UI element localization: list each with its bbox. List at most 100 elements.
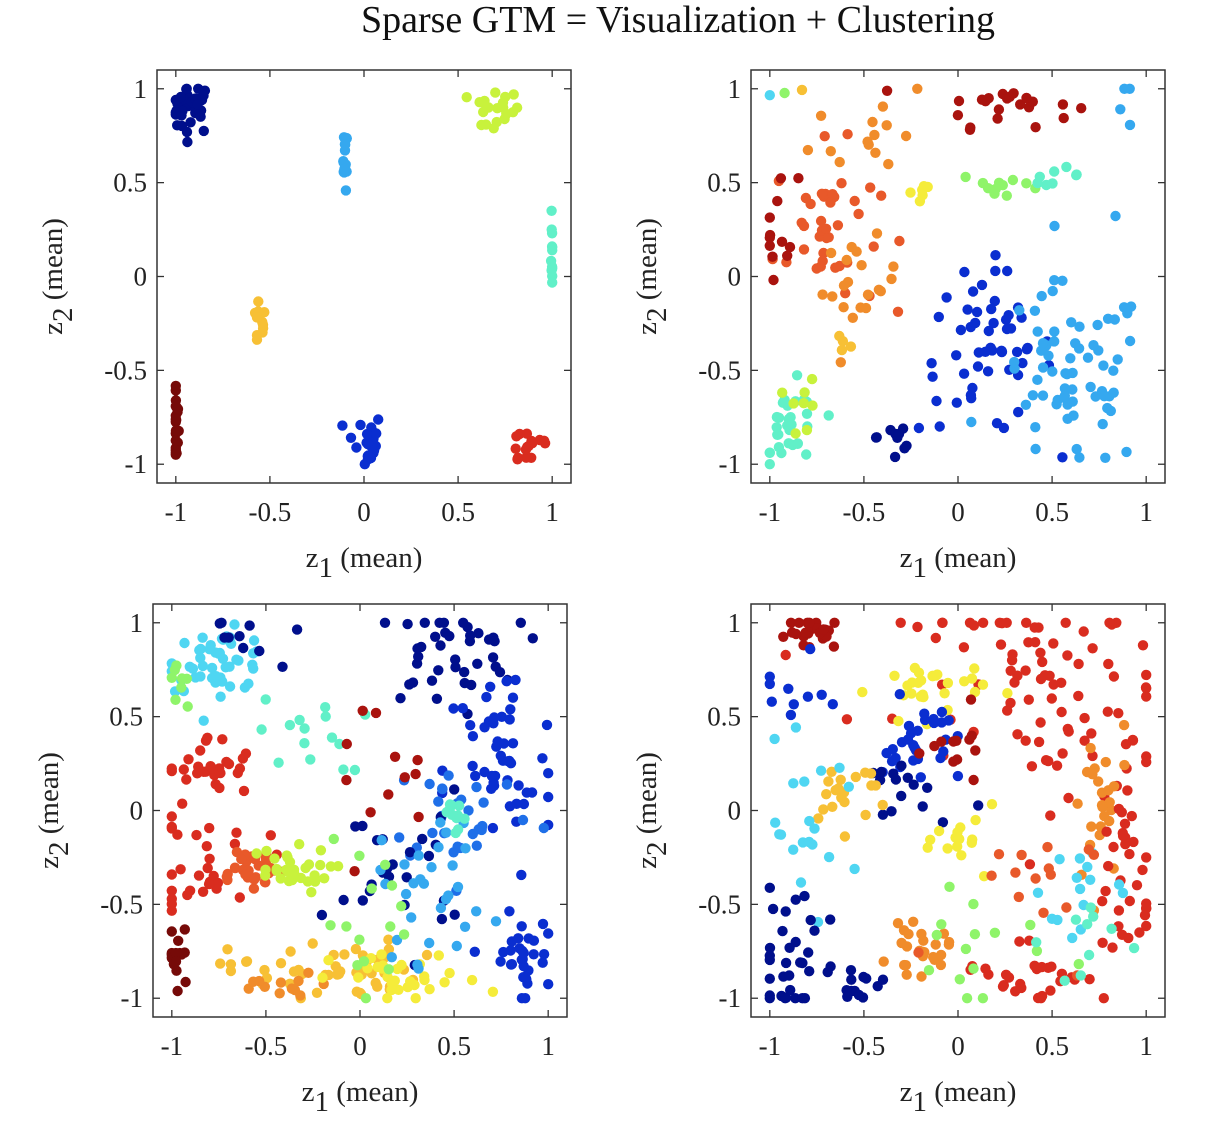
- data-point: [1030, 122, 1041, 133]
- data-point: [1074, 883, 1086, 895]
- data-point: [166, 885, 177, 896]
- data-point: [890, 774, 902, 785]
- data-point: [181, 83, 192, 95]
- data-point: [1021, 178, 1032, 189]
- data-point: [504, 714, 515, 725]
- data-point: [1073, 690, 1084, 702]
- y-axis-label: z2 (mean): [37, 218, 79, 335]
- data-point: [813, 813, 824, 824]
- data-point: [842, 129, 853, 140]
- data-point: [1039, 670, 1051, 681]
- data-point: [893, 715, 904, 727]
- data-point: [274, 988, 285, 999]
- data-point: [1029, 622, 1040, 633]
- data-point: [340, 185, 352, 196]
- y-tick-label: 0: [130, 796, 144, 826]
- data-point: [951, 735, 962, 746]
- data-point: [1113, 879, 1125, 890]
- data-points: [170, 83, 558, 470]
- x-tick-label: 0.5: [1035, 1031, 1069, 1061]
- data-point: [265, 830, 276, 841]
- data-point: [447, 860, 458, 871]
- data-point: [492, 736, 503, 747]
- data-point: [439, 977, 450, 988]
- data-point: [224, 661, 235, 672]
- y-axis-label: z2 (mean): [631, 752, 673, 869]
- data-point: [546, 241, 558, 252]
- data-point: [834, 260, 845, 272]
- y-tick-label: 1: [130, 608, 144, 638]
- data-point: [360, 993, 372, 1004]
- data-point: [1041, 179, 1052, 191]
- data-point: [1076, 103, 1087, 114]
- data-point: [195, 671, 206, 682]
- data-point: [222, 944, 233, 955]
- data-point: [514, 428, 525, 440]
- data-point: [462, 621, 473, 633]
- data-point: [1056, 706, 1067, 718]
- data-point: [547, 277, 558, 288]
- data-point: [504, 906, 515, 917]
- x-tick-label: -1: [759, 497, 782, 527]
- data-point: [1085, 874, 1096, 885]
- data-point: [489, 636, 500, 647]
- data-point: [1046, 961, 1057, 972]
- data-point: [459, 666, 470, 678]
- data-point: [361, 428, 373, 440]
- data-point: [193, 870, 205, 881]
- data-point: [166, 893, 177, 905]
- data-point: [1037, 362, 1049, 373]
- data-point: [970, 814, 981, 826]
- data-point: [937, 617, 948, 628]
- data-point: [887, 744, 898, 755]
- data-point: [1119, 818, 1131, 829]
- data-point: [1112, 354, 1123, 365]
- data-point: [1015, 99, 1026, 110]
- data-point: [778, 631, 789, 642]
- data-point: [977, 617, 989, 628]
- y-tick-label: -0.5: [104, 355, 147, 385]
- data-point: [171, 965, 182, 976]
- data-point: [825, 914, 836, 925]
- data-point: [176, 673, 188, 684]
- data-point: [900, 130, 912, 142]
- data-point: [823, 232, 834, 243]
- data-point: [966, 837, 977, 848]
- data-point: [803, 947, 814, 958]
- data-point: [877, 799, 888, 811]
- data-point: [914, 196, 926, 207]
- data-point: [433, 842, 444, 853]
- data-point: [959, 676, 970, 687]
- data-point: [473, 628, 484, 639]
- data-point: [1087, 643, 1098, 654]
- data-point: [1119, 759, 1130, 771]
- data-point: [972, 361, 984, 372]
- figure-title: Sparse GTM = Visualization + Clustering: [360, 0, 996, 41]
- data-point: [522, 441, 533, 453]
- data-point: [319, 873, 330, 884]
- data-point: [461, 92, 472, 103]
- data-point: [284, 719, 296, 731]
- data-point: [876, 190, 887, 201]
- data-point: [173, 935, 184, 946]
- data-point: [902, 734, 914, 745]
- x-axis-label: z1 (mean): [306, 542, 423, 584]
- data-point: [827, 699, 838, 710]
- data-point: [269, 853, 280, 864]
- data-point: [363, 450, 374, 461]
- data-point: [873, 284, 885, 295]
- data-point: [417, 833, 428, 845]
- data-point: [1099, 391, 1110, 402]
- data-point: [1104, 815, 1115, 827]
- data-point: [404, 679, 415, 690]
- data-point: [839, 831, 851, 842]
- data-point: [869, 129, 880, 141]
- data-point: [471, 781, 482, 793]
- data-point: [229, 862, 241, 873]
- data-point: [889, 670, 900, 681]
- data-point: [1071, 443, 1082, 455]
- data-point: [516, 921, 527, 932]
- data-point: [896, 937, 907, 949]
- data-point: [836, 344, 848, 356]
- data-point: [373, 414, 384, 425]
